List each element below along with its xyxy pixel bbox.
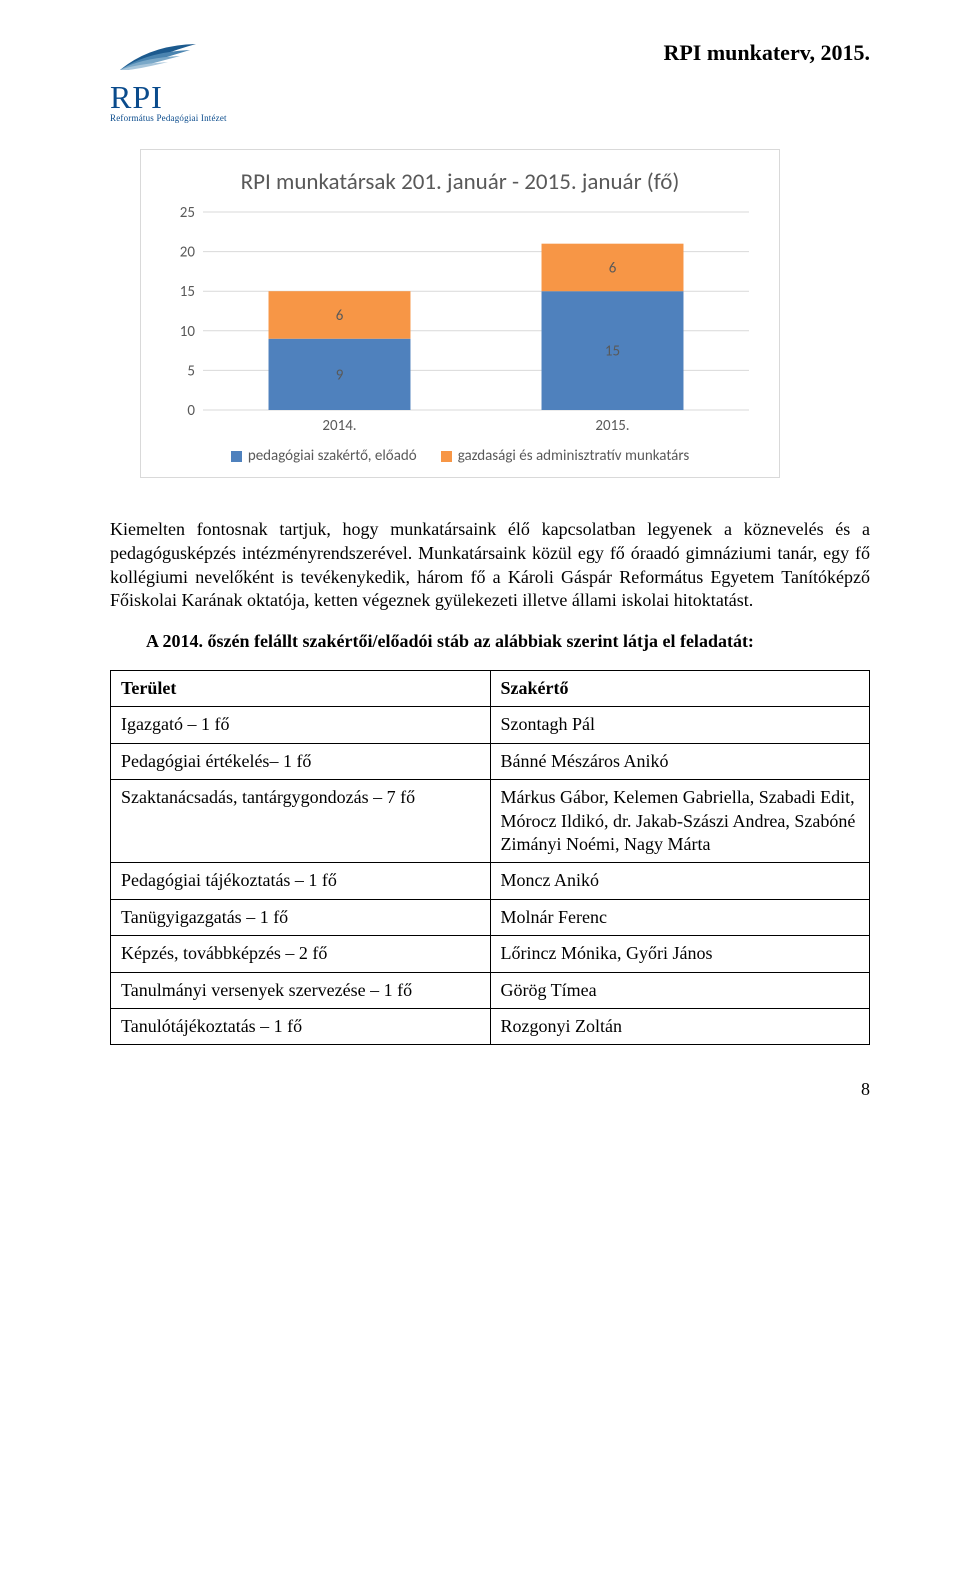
table-cell: Képzés, továbbképzés – 2 fő: [111, 936, 491, 972]
svg-text:6: 6: [336, 307, 344, 325]
svg-text:15: 15: [180, 283, 195, 301]
table-row: Tanügyigazgatás – 1 főMolnár Ferenc: [111, 899, 870, 935]
svg-text:2015.: 2015.: [595, 417, 629, 435]
chart-title: RPI munkatársak 201. január - 2015. janu…: [163, 168, 757, 196]
logo-subtitle: Református Pedagógiai Intézet: [110, 113, 230, 123]
table-cell: Szaktanácsadás, tantárgygondozás – 7 fő: [111, 780, 491, 863]
logo: RPI Református Pedagógiai Intézet: [110, 40, 230, 123]
svg-text:10: 10: [180, 323, 196, 341]
legend-item: pedagógiai szakértő, előadó: [231, 447, 417, 465]
table-cell: Szontagh Pál: [490, 707, 870, 743]
running-title: RPI munkaterv, 2015.: [663, 40, 870, 66]
table-cell: Pedagógiai tájékoztatás – 1 fő: [111, 863, 491, 899]
table-row: Tanulmányi versenyek szervezése – 1 főGö…: [111, 972, 870, 1008]
table-cell: Tanügyigazgatás – 1 fő: [111, 899, 491, 935]
svg-text:15: 15: [605, 343, 620, 361]
table-header-cell: Szakértő: [490, 671, 870, 707]
table-header-row: TerületSzakértő: [111, 671, 870, 707]
svg-text:2014.: 2014.: [322, 417, 356, 435]
svg-text:20: 20: [180, 244, 196, 262]
table-cell: Bánné Mészáros Anikó: [490, 743, 870, 779]
logo-abbrev: RPI: [110, 81, 230, 113]
page-header: RPI Református Pedagógiai Intézet RPI mu…: [110, 40, 870, 123]
chart-svg: 0 5 10 15 20 25 9 6 2014. 15 6 2015.: [163, 206, 759, 436]
table-header-cell: Terület: [111, 671, 491, 707]
table-cell: Pedagógiai értékelés– 1 fő: [111, 743, 491, 779]
legend-item: gazdasági és adminisztratív munkatárs: [441, 447, 690, 465]
svg-text:5: 5: [187, 362, 195, 380]
table-cell: Márkus Gábor, Kelemen Gabriella, Szabadi…: [490, 780, 870, 863]
table-cell: Tanulótájékoztatás – 1 fő: [111, 1008, 491, 1044]
table-row: Igazgató – 1 főSzontagh Pál: [111, 707, 870, 743]
table-row: Képzés, továbbképzés – 2 főLőrincz Mónik…: [111, 936, 870, 972]
table-row: Pedagógiai értékelés– 1 főBánné Mészáros…: [111, 743, 870, 779]
legend-swatch: [441, 451, 452, 462]
table-cell: Lőrincz Mónika, Győri János: [490, 936, 870, 972]
legend-swatch: [231, 451, 242, 462]
logo-wings-icon: [110, 40, 200, 76]
table-cell: Rozgonyi Zoltán: [490, 1008, 870, 1044]
table-cell: Tanulmányi versenyek szervezése – 1 fő: [111, 972, 491, 1008]
staff-chart: RPI munkatársak 201. január - 2015. janu…: [140, 149, 780, 478]
table-row: Pedagógiai tájékoztatás – 1 főMoncz Anik…: [111, 863, 870, 899]
table-row: Tanulótájékoztatás – 1 főRozgonyi Zoltán: [111, 1008, 870, 1044]
page-number: 8: [110, 1079, 870, 1100]
subheading: A 2014. őszén felállt szakértői/előadói …: [110, 631, 870, 652]
chart-legend: pedagógiai szakértő, előadó gazdasági és …: [163, 447, 757, 465]
svg-text:25: 25: [180, 206, 195, 222]
svg-text:6: 6: [609, 259, 617, 277]
staff-table: TerületSzakértőIgazgató – 1 főSzontagh P…: [110, 670, 870, 1045]
table-row: Szaktanácsadás, tantárgygondozás – 7 főM…: [111, 780, 870, 863]
body-paragraph-1: Kiemelten fontosnak tartjuk, hogy munkat…: [110, 518, 870, 613]
table-cell: Igazgató – 1 fő: [111, 707, 491, 743]
svg-text:9: 9: [336, 366, 344, 384]
svg-text:0: 0: [187, 402, 195, 420]
table-cell: Görög Tímea: [490, 972, 870, 1008]
table-cell: Molnár Ferenc: [490, 899, 870, 935]
table-cell: Moncz Anikó: [490, 863, 870, 899]
